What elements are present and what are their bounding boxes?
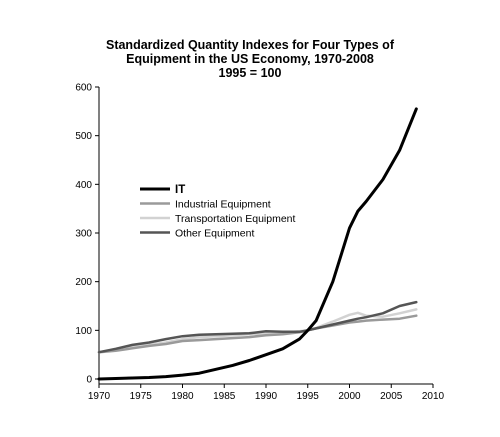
y-tick-label: 0	[86, 375, 92, 386]
y-tick-label: 100	[75, 326, 92, 337]
y-tick-label: 500	[75, 131, 92, 142]
y-tick-label: 300	[75, 229, 92, 240]
x-tick-label: 2005	[380, 391, 403, 402]
chart-title-line-3: 1995 = 100	[218, 66, 282, 80]
series-line-it	[97, 107, 418, 381]
series-line-other-equipment	[97, 300, 418, 354]
legend-label-industrial-equipment: Industrial Equipment	[175, 199, 271, 211]
legend-label-other-equipment: Other Equipment	[175, 228, 254, 240]
legend-label-transportation-equipment: Transportation Equipment	[175, 213, 296, 225]
chart-title-line-1: Standardized Quantity Indexes for Four T…	[105, 38, 394, 52]
y-tick-label: 400	[75, 180, 92, 191]
x-tick-label: 1990	[255, 391, 278, 402]
x-tick-label: 1980	[171, 391, 194, 402]
x-tick-label: 1975	[130, 391, 153, 402]
chart-title: Standardized Quantity Indexes for Four T…	[0, 38, 500, 80]
chart-title-line-2: Equipment in the US Economy, 1970-2008	[126, 52, 374, 66]
y-tick-label: 600	[75, 83, 92, 94]
chart-axes: 0 100 200 300 400 500 600 1970 1975 1980 1985 1990 1…	[75, 83, 444, 403]
x-tick-label: 1985	[213, 391, 236, 402]
chart-series-group	[97, 107, 418, 381]
chart-legend: IT Industrial Equipment Transportation Equ…	[140, 184, 296, 240]
series-line-industrial-equipment	[97, 314, 418, 354]
y-tick-label: 200	[75, 277, 92, 288]
x-tick-label: 2000	[338, 391, 361, 402]
x-tick-label: 1970	[88, 391, 111, 402]
x-tick-label: 1995	[297, 391, 320, 402]
legend-label-it: IT	[175, 184, 185, 196]
x-tick-label: 2010	[422, 391, 445, 402]
